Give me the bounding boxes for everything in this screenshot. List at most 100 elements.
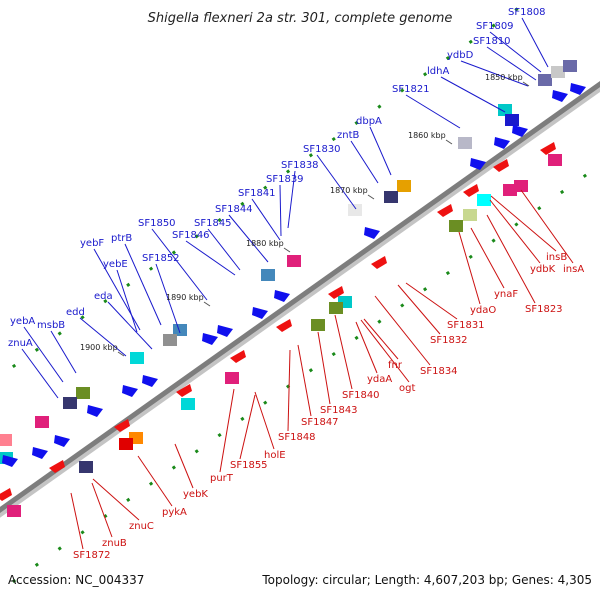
gene-arrow xyxy=(276,319,292,332)
leader-line xyxy=(369,126,392,176)
gene-label-upper: SF1821 xyxy=(392,84,430,95)
gene-block xyxy=(348,204,362,216)
gene-block xyxy=(477,194,491,206)
leader-line xyxy=(23,326,64,383)
leader-line xyxy=(254,391,275,450)
gene-arrow xyxy=(217,325,233,337)
gene-arrow xyxy=(540,142,556,155)
leader-line xyxy=(239,394,256,460)
gene-label-lower: SF1831 xyxy=(447,320,485,331)
gene-block xyxy=(63,397,77,409)
gene-arrow xyxy=(202,333,218,345)
gene-label-lower: SF1848 xyxy=(278,432,316,443)
gene-block xyxy=(35,416,49,428)
gene-label-lower: SF1872 xyxy=(73,550,111,561)
leader-line xyxy=(228,214,269,263)
backbone-line xyxy=(0,81,600,513)
genome-stats-text: Topology: circular; Length: 4,607,203 bp… xyxy=(262,573,592,587)
map-title: Shigella flexneri 2a str. 301, complete … xyxy=(148,11,453,26)
gene-label-lower: SF1843 xyxy=(320,405,358,416)
gene-arrow xyxy=(494,137,510,149)
gene-label-upper: eda xyxy=(94,291,113,302)
leader-line xyxy=(458,231,481,305)
ruler-tick xyxy=(367,194,375,200)
gene-block xyxy=(0,434,12,446)
leader-line xyxy=(50,330,77,374)
ruler-label: 1890 kbp xyxy=(166,293,204,302)
gene-label-upper: edd xyxy=(66,307,85,318)
gene-arrow xyxy=(371,256,387,269)
gene-block xyxy=(458,137,472,149)
gene-block xyxy=(76,387,90,399)
gene-arrow xyxy=(0,488,12,501)
gene-label-lower: ydaA xyxy=(367,374,392,385)
gene-arrow xyxy=(114,419,130,432)
leader-line xyxy=(360,319,410,383)
leader-line xyxy=(490,195,557,252)
leader-line xyxy=(70,492,84,550)
gene-block xyxy=(130,352,144,364)
ruler-label: 1900 kbp xyxy=(80,343,118,352)
gene-label-lower: yebK xyxy=(183,489,208,500)
gene-label-lower: insA xyxy=(563,264,584,275)
gene-arrow xyxy=(437,204,453,217)
gene-label-upper: dbpA xyxy=(356,116,382,127)
gene-block xyxy=(514,180,528,192)
leader-line xyxy=(107,301,153,350)
gene-arrow xyxy=(493,159,509,172)
gene-block xyxy=(79,461,93,473)
leader-line xyxy=(297,344,312,417)
gene-label-lower: SF1834 xyxy=(420,366,458,377)
gene-label-lower: SF1823 xyxy=(525,304,563,315)
gene-arrow xyxy=(122,385,138,397)
leader-line xyxy=(374,295,431,366)
gene-block xyxy=(551,66,565,78)
leader-line xyxy=(21,348,59,399)
gene-label-upper: msbB xyxy=(37,320,65,331)
leader-line xyxy=(174,443,194,489)
leader-line xyxy=(363,318,399,360)
tick-track-lower xyxy=(0,163,600,593)
gene-label-upper: SF1850 xyxy=(138,218,176,229)
leader-line xyxy=(219,388,235,473)
gene-block xyxy=(119,438,133,450)
gene-arrow xyxy=(87,405,103,417)
gene-label-upper: SF1846 xyxy=(172,230,210,241)
gene-block xyxy=(505,114,519,126)
leader-line xyxy=(355,321,378,374)
leader-line xyxy=(440,76,506,113)
gene-block xyxy=(563,60,577,72)
gene-label-upper: SF1808 xyxy=(508,7,546,18)
gene-arrow xyxy=(252,307,268,319)
gene-block xyxy=(261,269,275,281)
gene-arrow xyxy=(470,158,486,170)
gene-block xyxy=(384,191,398,203)
leader-line xyxy=(486,214,536,304)
gene-block xyxy=(397,180,411,192)
gene-arrow xyxy=(2,455,18,467)
gene-block xyxy=(329,302,343,314)
leader-line xyxy=(486,46,537,81)
gene-label-upper: ydbD xyxy=(447,50,474,61)
ruler-tick xyxy=(522,81,530,87)
gene-block xyxy=(503,184,517,196)
leader-line xyxy=(79,317,127,357)
gene-arrow xyxy=(463,184,479,197)
gene-arrow xyxy=(230,350,246,363)
leader-line xyxy=(397,284,441,335)
ruler-tick xyxy=(117,351,125,357)
gene-label-upper: SF1841 xyxy=(238,188,276,199)
leader-line xyxy=(489,31,542,73)
gene-label-upper: znuA xyxy=(8,338,33,349)
gene-label-lower: ydbK xyxy=(530,264,556,275)
gene-label-lower: pykA xyxy=(162,507,187,518)
gene-arrow xyxy=(570,83,586,95)
gene-label-upper: SF1838 xyxy=(281,160,319,171)
ruler-tick xyxy=(203,301,211,307)
gene-block xyxy=(225,372,239,384)
gene-block xyxy=(498,104,512,116)
leader-line xyxy=(287,170,296,229)
leader-line xyxy=(116,269,138,333)
